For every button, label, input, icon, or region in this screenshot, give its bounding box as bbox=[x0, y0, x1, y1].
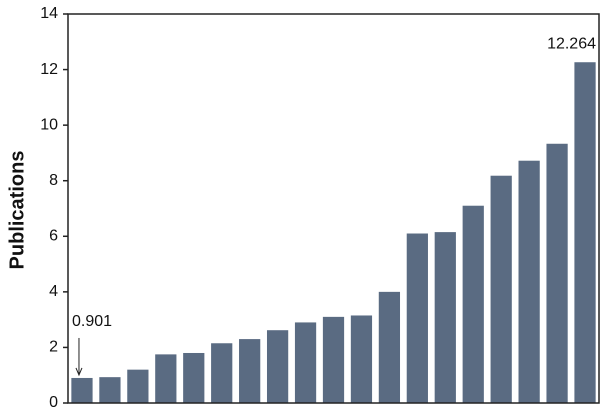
bar bbox=[490, 175, 512, 403]
bar bbox=[574, 62, 596, 404]
bar bbox=[127, 369, 149, 403]
bar bbox=[378, 291, 401, 403]
y-tick-label: 12 bbox=[40, 61, 58, 78]
y-tick-label: 14 bbox=[40, 5, 58, 22]
y-tick-label: 2 bbox=[49, 339, 58, 356]
plot-frame bbox=[67, 13, 600, 404]
bar bbox=[211, 343, 233, 403]
bar bbox=[322, 316, 345, 403]
bar bbox=[155, 354, 177, 403]
y-tick-label: 8 bbox=[49, 172, 58, 189]
bar bbox=[350, 315, 373, 403]
bar bbox=[183, 352, 205, 403]
bar bbox=[518, 160, 540, 403]
bar bbox=[266, 330, 289, 403]
value-label: 12.264 bbox=[547, 35, 596, 52]
y-tick-label: 10 bbox=[40, 116, 58, 133]
bar bbox=[406, 233, 428, 403]
value-label: 0.901 bbox=[72, 313, 112, 330]
annotation-arrowhead bbox=[75, 367, 83, 377]
y-tick-label: 6 bbox=[49, 228, 58, 245]
bar bbox=[239, 339, 261, 403]
y-tick-label: 4 bbox=[49, 283, 58, 300]
bar bbox=[434, 232, 456, 403]
y-tick-label: 0 bbox=[49, 394, 58, 411]
bar bbox=[462, 205, 484, 403]
bar bbox=[99, 377, 121, 403]
bar bbox=[71, 377, 93, 403]
bar bbox=[546, 143, 568, 404]
y-axis-label: Publications bbox=[6, 151, 28, 270]
bar bbox=[294, 322, 317, 403]
